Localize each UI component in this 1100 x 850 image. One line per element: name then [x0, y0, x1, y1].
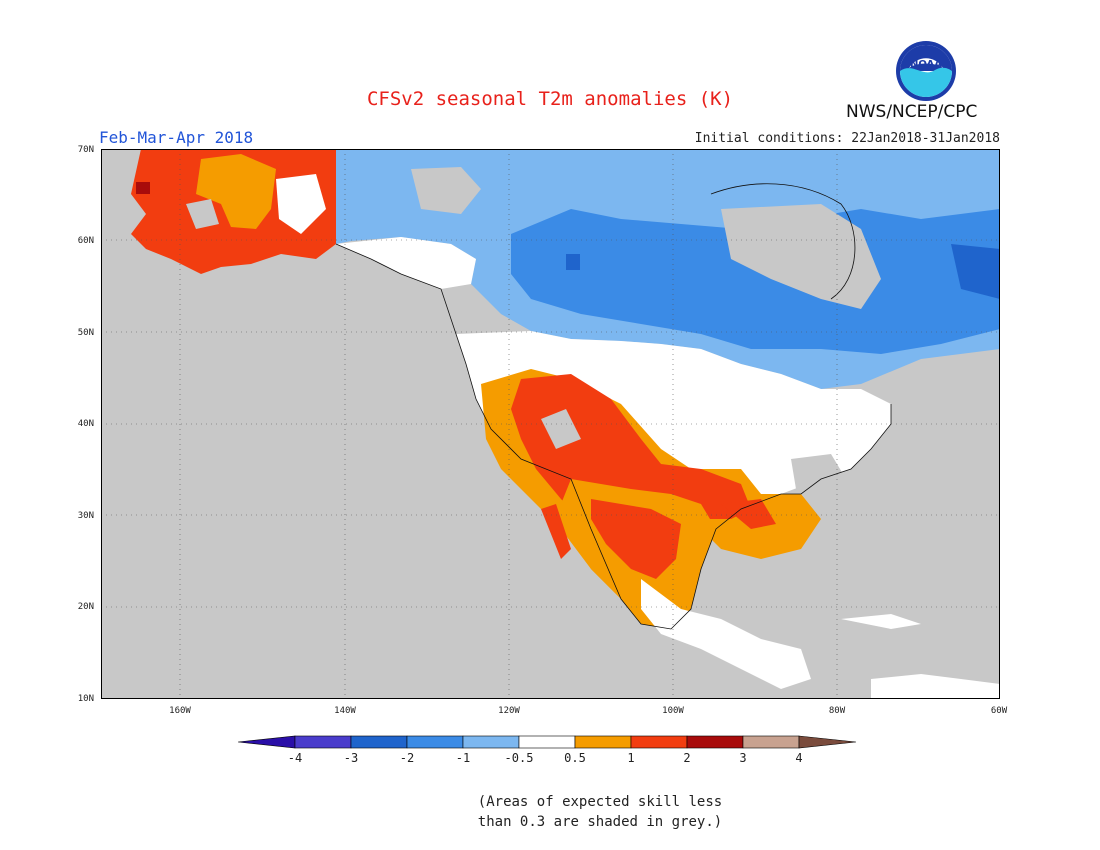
colorbar-cell: [350, 735, 408, 749]
lon-label-160w: 160W: [169, 706, 191, 716]
noaa-logo: NOAA: [896, 41, 956, 101]
lat-label-60n: 60N: [77, 236, 94, 246]
colorbar-cell-max: [798, 735, 857, 749]
alaska-region: [131, 149, 336, 274]
agency-label: NWS/NCEP/CPC: [846, 102, 978, 122]
lon-label-60w: 60W: [990, 706, 1008, 716]
colorbar-cell: [406, 735, 464, 749]
colorbar-cell-min: [238, 735, 296, 749]
colorbar-label: 1: [627, 751, 635, 765]
map-frame: [101, 149, 1000, 699]
forecast-period: Feb-Mar-Apr 2018: [99, 128, 254, 147]
map-title: CFSv2 seasonal T2m anomalies (K): [366, 88, 734, 110]
lat-label-10n: 10N: [77, 694, 94, 704]
lon-label-120w: 120W: [498, 706, 520, 716]
lat-label-40n: 40N: [77, 419, 94, 429]
colorbar-cell: [630, 735, 688, 749]
colorbar-label: -0.5: [504, 751, 534, 765]
logo-text: NOAA: [910, 59, 942, 70]
colorbar-label: 0.5: [564, 751, 586, 765]
colorbar-label: 3: [739, 751, 747, 765]
lat-label-20n: 20N: [77, 602, 94, 612]
coastlines: [335, 183, 892, 630]
colorbar-cell: [686, 735, 744, 749]
canada-region: [336, 149, 1000, 389]
lon-label-100w: 100W: [662, 706, 684, 716]
colorbar: [238, 735, 857, 749]
colorbar-label: -3: [343, 751, 359, 765]
colorbar-label: -2: [399, 751, 415, 765]
colorbar-cell: [294, 735, 352, 749]
caribbean-region: [841, 614, 1000, 699]
lat-label-70n: 70N: [77, 145, 94, 155]
graticule: [101, 149, 1000, 699]
colorbar-cell: [462, 735, 520, 749]
lat-label-30n: 30N: [77, 511, 94, 521]
colorbar-label: -1: [455, 751, 471, 765]
lon-label-80w: 80W: [828, 706, 846, 716]
mexico-region: [541, 479, 811, 689]
lon-label-140w: 140W: [334, 706, 356, 716]
lat-label-50n: 50N: [77, 328, 94, 338]
colorbar-label: 4: [795, 751, 803, 765]
colorbar-cell: [574, 735, 632, 749]
colorbar-cell: [742, 735, 800, 749]
colorbar-cell: [518, 735, 576, 749]
initial-conditions: Initial conditions: 22Jan2018-31Jan2018: [694, 131, 1000, 146]
anomaly-map: [101, 149, 1000, 699]
skill-note: (Areas of expected skill less than 0.3 a…: [477, 794, 723, 830]
colorbar-label: 2: [683, 751, 691, 765]
colorbar-label: -4: [287, 751, 303, 765]
